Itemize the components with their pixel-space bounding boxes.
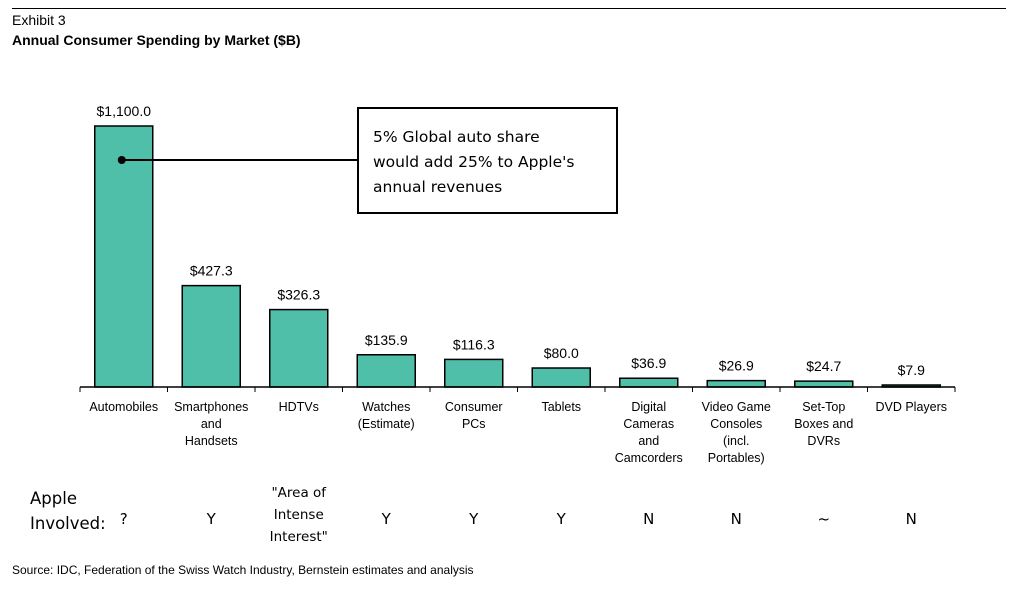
data-label: $26.9 <box>719 358 754 374</box>
apple-involved-value: N <box>905 510 917 528</box>
data-label: $24.7 <box>806 358 841 374</box>
annotation-callout: 5% Global auto share would add 25% to Ap… <box>357 107 618 214</box>
category-label: Digital Cameras and Camcorders <box>614 400 683 465</box>
category-label: HDTVs <box>278 400 319 414</box>
apple-involved-value: Y <box>469 510 479 528</box>
apple-involved-value: "Area of Intense Interest" <box>269 485 328 545</box>
callout-line: 5% Global auto share <box>373 128 540 146</box>
category-label: DVD Players <box>875 400 948 414</box>
category-label: Automobiles <box>89 400 159 414</box>
data-label: $7.9 <box>898 362 925 378</box>
bar <box>94 125 154 388</box>
category-label: Smartphones and Handsets <box>174 400 249 448</box>
apple-involved-label: Apple Involved: <box>30 486 106 536</box>
callout-line: annual revenues <box>373 178 503 196</box>
category-label: Tablets <box>541 400 582 414</box>
data-label: $80.0 <box>544 345 579 361</box>
category-label: Video Game Consoles (incl. Portables) <box>701 400 771 465</box>
data-label: $135.9 <box>365 332 408 348</box>
bar <box>794 380 854 388</box>
data-label: $116.3 <box>453 336 495 352</box>
chart-title: Annual Consumer Spending by Market ($B) <box>12 32 301 48</box>
bar <box>356 354 416 388</box>
apple-label-line: Apple <box>30 489 77 508</box>
source-note: Source: IDC, Federation of the Swiss Wat… <box>12 563 474 577</box>
bar <box>269 308 329 388</box>
callout-dot <box>117 156 126 164</box>
apple-involved-value: ? <box>119 510 128 528</box>
apple-label-line: Involved: <box>30 514 106 533</box>
bar <box>181 284 241 388</box>
category-label: Consumer PCs <box>444 400 503 431</box>
apple-involved-value: N <box>643 510 655 528</box>
bar <box>444 358 504 388</box>
bar <box>531 367 591 388</box>
data-label: $36.9 <box>631 355 666 371</box>
data-label: $427.3 <box>190 263 233 279</box>
top-rule <box>12 8 1006 9</box>
apple-involved-value: Y <box>381 510 391 528</box>
callout-line: would add 25% to Apple's <box>373 153 575 171</box>
category-label: Set-Top Boxes and DVRs <box>794 400 854 448</box>
data-label: $1,100.0 <box>97 103 152 119</box>
category-label: Watches (Estimate) <box>357 400 415 431</box>
apple-involved-value: ~ <box>817 510 831 528</box>
exhibit-label: Exhibit 3 <box>12 12 66 28</box>
bar <box>619 377 679 388</box>
apple-involved-value: N <box>730 510 742 528</box>
data-label: $326.3 <box>277 287 320 303</box>
apple-involved-value: Y <box>556 510 566 528</box>
bar <box>706 379 766 388</box>
apple-involved-value: Y <box>206 510 216 528</box>
